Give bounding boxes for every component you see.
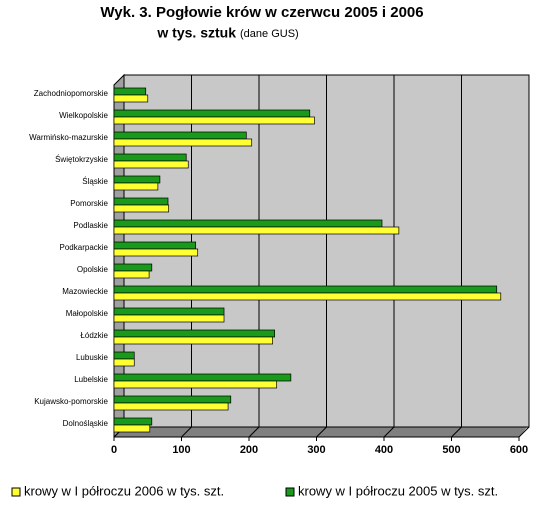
y-tick-label: Opolskie — [77, 265, 109, 274]
bar — [113, 307, 225, 316]
legend-label: krowy w I półroczu 2006 w tys. szt. — [24, 483, 224, 498]
bar — [113, 358, 135, 367]
bar — [113, 424, 151, 433]
grid-line — [316, 75, 327, 438]
bar — [113, 263, 153, 272]
bar — [113, 226, 400, 235]
bar — [113, 204, 170, 213]
y-tick-label: Małopolskie — [66, 309, 109, 318]
x-tick-label: 100 — [172, 444, 190, 456]
bar — [113, 402, 229, 411]
y-tick-label: Śląskie — [82, 177, 108, 186]
bar — [113, 160, 189, 169]
y-tick-label: Kujawsko-pomorskie — [34, 397, 108, 406]
y-tick-label: Podkarpackie — [60, 243, 109, 252]
bar — [113, 336, 273, 345]
bar — [113, 292, 502, 301]
y-tick-label: Warmińsko-mazurskie — [29, 133, 108, 142]
y-tick-label: Łódzkie — [80, 331, 108, 340]
bar — [113, 248, 199, 257]
bar — [113, 351, 135, 360]
bar — [113, 94, 149, 103]
x-tick-label: 600 — [510, 444, 528, 456]
bar — [113, 285, 498, 294]
bar — [113, 329, 275, 338]
legend-swatch — [11, 487, 21, 497]
chart-title: Wyk. 3. Pogłowie krów w czerwcu 2005 i 2… — [100, 4, 423, 21]
x-tick-label: 500 — [442, 444, 460, 456]
legend-label: krowy w I półroczu 2005 w tys. szt. — [298, 483, 498, 498]
chart-title-line2: w tys. sztuk — [156, 25, 236, 41]
plot-floor — [114, 425, 529, 437]
grid-line — [383, 75, 395, 438]
bar — [113, 131, 247, 140]
y-tick-label: Dolnośląskie — [63, 419, 109, 428]
grid-line — [181, 75, 192, 438]
bar — [113, 395, 232, 404]
y-tick-label: Podlaskie — [73, 221, 108, 230]
bar — [113, 197, 169, 206]
x-tick-label: 200 — [240, 444, 258, 456]
bar — [113, 109, 311, 118]
x-tick-label: 400 — [375, 444, 393, 456]
grid-line — [518, 75, 530, 438]
y-tick-label: Świętokrzyskie — [55, 155, 108, 164]
bar — [113, 270, 150, 279]
y-tick-label: Pomorskie — [70, 199, 108, 208]
y-tick-label: Lubelskie — [74, 375, 108, 384]
y-tick-label: Lubuskie — [76, 353, 109, 362]
bar — [113, 380, 278, 389]
grid-line — [248, 75, 260, 438]
legend-swatch — [285, 487, 295, 497]
x-tick-label: 0 — [111, 444, 117, 456]
bar — [113, 182, 159, 191]
bar — [113, 417, 153, 426]
y-tick-label: Mazowieckie — [62, 287, 108, 296]
y-tick-label: Zachodniopomorskie — [34, 89, 109, 98]
bar — [113, 314, 225, 323]
bar — [113, 138, 253, 147]
bar — [113, 175, 161, 184]
bar — [113, 219, 383, 228]
bar — [113, 241, 197, 250]
x-tick-label: 300 — [307, 444, 325, 456]
grid-line — [451, 75, 462, 438]
bar — [113, 373, 292, 382]
y-tick-label: Wielkopolskie — [59, 111, 108, 120]
chart-source: (dane GUS) — [240, 28, 299, 40]
bar — [113, 87, 147, 96]
bar — [113, 116, 315, 125]
bar — [113, 153, 187, 162]
